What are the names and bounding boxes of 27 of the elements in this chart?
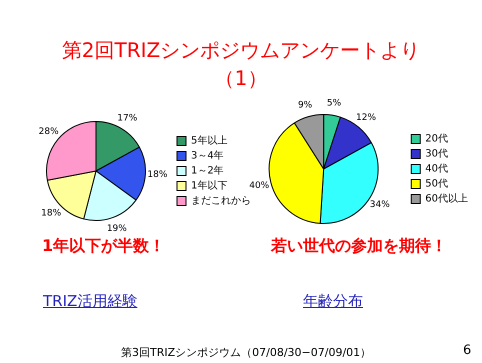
legend-label: 30代 — [425, 148, 448, 160]
legend-label: 1年以下 — [191, 180, 228, 192]
legend-label: 1～2年 — [191, 164, 224, 177]
data-label: 28% — [38, 127, 60, 138]
data-label: 34% — [370, 200, 390, 210]
data-label: 18% — [147, 170, 168, 180]
text: TRIZ活用経験 — [43, 292, 138, 311]
data-label: 19% — [106, 224, 128, 234]
legend-label: 20代 — [425, 134, 448, 145]
data-label: 12% — [356, 113, 376, 124]
text: 第3回TRIZシンポジウム（07/08/30−07/09/01） — [121, 345, 372, 360]
text: 1年以下が半数！ — [42, 236, 166, 257]
data-label: 9% — [298, 100, 313, 110]
legend-label: 50代 — [425, 178, 448, 190]
text: 年齢分布 — [303, 292, 363, 311]
data-label: 18% — [41, 208, 62, 218]
text: 6 — [463, 343, 472, 358]
legend-label: 5年以上 — [191, 134, 228, 147]
chart-title: 第2回TRIZシンポジウムアンケートより（1） — [60, 37, 422, 92]
data-label: 17% — [117, 113, 138, 124]
text: 若い世代の参加を期待！ — [271, 236, 447, 257]
legend-label: 60代以上 — [425, 192, 468, 205]
legend-label: 3～4年 — [191, 150, 224, 162]
data-label: 5% — [326, 98, 342, 109]
legend-label: まだこれから — [191, 196, 251, 207]
data-label: 40% — [249, 180, 270, 191]
legend-label: 40代 — [425, 164, 448, 175]
